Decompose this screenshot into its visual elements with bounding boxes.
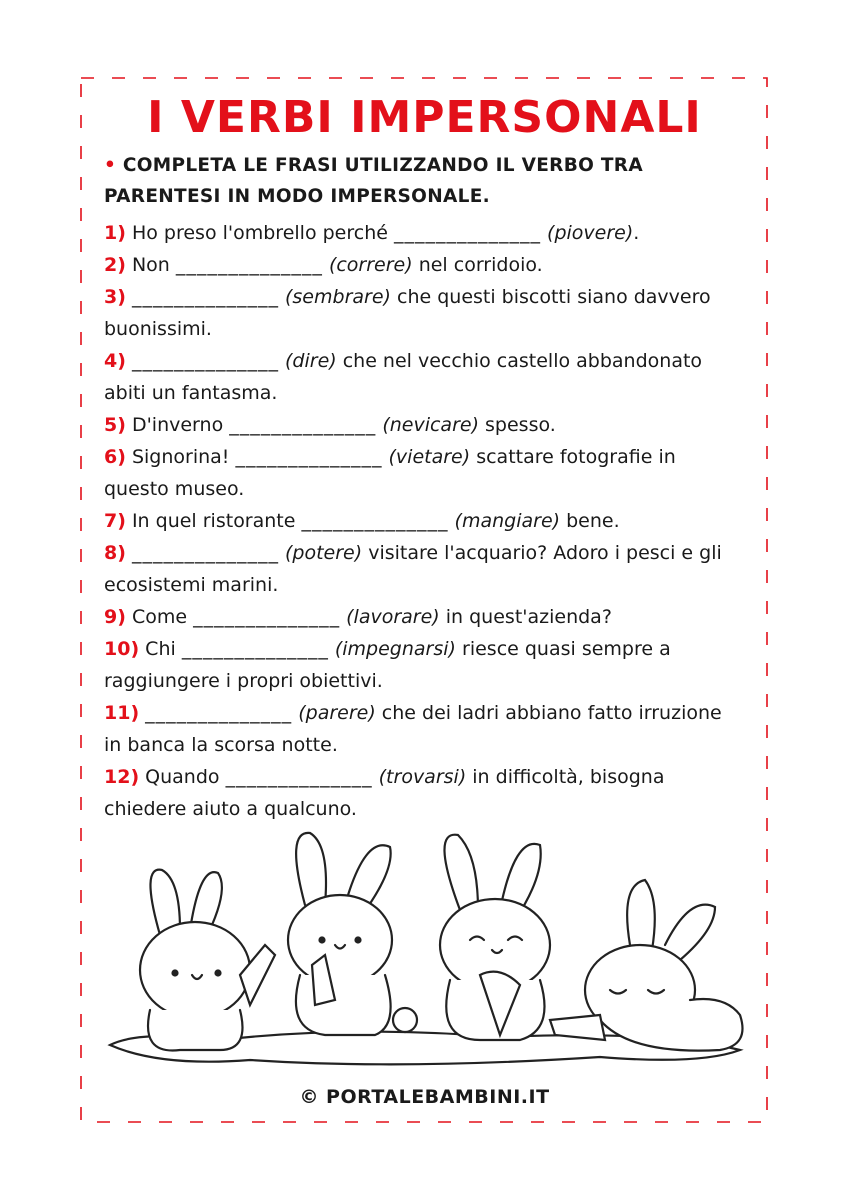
- copyright-footer: © PORTALEBAMBINI.IT: [299, 1086, 550, 1108]
- item-number: 1): [104, 222, 126, 244]
- bunny-4: [548, 878, 744, 1052]
- item-number: 4): [104, 350, 126, 372]
- sentence-end: che dei ladri abbiano fatto irruzione in…: [104, 702, 722, 756]
- answer-blank[interactable]: ______________: [225, 766, 373, 788]
- sentence-start: In quel ristorante: [131, 510, 296, 532]
- verb-hint: (impegnarsi): [334, 638, 456, 660]
- exercise-item: 5) D'inverno ______________ (nevicare) s…: [104, 409, 744, 441]
- sentence-start: Non: [131, 254, 170, 276]
- answer-blank[interactable]: ______________: [175, 254, 323, 276]
- answer-blank[interactable]: ______________: [393, 222, 541, 244]
- item-number: 12): [104, 766, 140, 788]
- sentence-end: spesso.: [485, 414, 556, 436]
- verb-hint: (mangiare): [454, 510, 561, 532]
- exercise-item: 2) Non ______________ (correre) nel corr…: [104, 249, 744, 281]
- bullet: •: [104, 155, 117, 176]
- sentence-start: Signorina!: [131, 446, 230, 468]
- exercise-item: 7) In quel ristorante ______________ (ma…: [104, 505, 744, 537]
- verb-hint: (piovere): [547, 222, 634, 244]
- instruction-text: COMPLETA LE FRASI UTILIZZANDO IL VERBO T…: [104, 155, 643, 207]
- answer-blank[interactable]: ______________: [235, 446, 383, 468]
- exercise-item: 10) Chi ______________ (impegnarsi) ries…: [104, 633, 744, 697]
- sentence-end: in quest'azienda?: [445, 606, 612, 628]
- answer-blank[interactable]: ______________: [181, 638, 329, 660]
- sentence-start: D'inverno: [131, 414, 224, 436]
- item-number: 6): [104, 446, 126, 468]
- answer-blank[interactable]: ______________: [229, 414, 377, 436]
- exercise-item: 9) Come ______________ (lavorare) in que…: [104, 601, 744, 633]
- exercise-item: 8) ______________ (potere) visitare l'ac…: [104, 537, 744, 601]
- exercise-item: 1) Ho preso l'ombrello perché __________…: [104, 217, 744, 249]
- sentence-end: scattare fotografie in questo museo.: [104, 446, 676, 500]
- item-number: 8): [104, 542, 126, 564]
- sentence-end: che questi biscotti siano davvero buonis…: [104, 286, 711, 340]
- sentence-end: che nel vecchio castello abbandonato abi…: [104, 350, 703, 404]
- item-number: 10): [104, 638, 140, 660]
- verb-hint: (lavorare): [346, 606, 440, 628]
- exercise-item: 12) Quando ______________ (trovarsi) in …: [104, 761, 744, 825]
- bunny-1: [138, 868, 277, 1052]
- verb-hint: (parere): [298, 702, 376, 724]
- bunny-3: [438, 833, 552, 1042]
- sentence-start: Come: [131, 606, 188, 628]
- sentence-start: Quando: [145, 766, 220, 788]
- item-number: 9): [104, 606, 126, 628]
- bunny-2: [286, 831, 419, 1037]
- answer-blank[interactable]: ______________: [131, 350, 279, 372]
- item-number: 5): [104, 414, 126, 436]
- answer-blank[interactable]: ______________: [145, 702, 293, 724]
- bunnies-illustration: [107, 831, 744, 1066]
- exercise-list: 1) Ho preso l'ombrello perché __________…: [104, 217, 744, 825]
- answer-blank[interactable]: ______________: [131, 286, 279, 308]
- sentence-start: Ho preso l'ombrello perché: [131, 222, 388, 244]
- sentence-start: Chi: [145, 638, 176, 660]
- answer-blank[interactable]: ______________: [193, 606, 341, 628]
- sentence-end: nel corridoio.: [418, 254, 543, 276]
- verb-hint: (dire): [285, 350, 337, 372]
- sentence-end: visitare l'acquario? Adoro i pesci e gli…: [104, 542, 722, 596]
- verb-hint: (vietare): [388, 446, 471, 468]
- sentence-end: .: [633, 222, 640, 244]
- exercise-item: 11) ______________ (parere) che dei ladr…: [104, 697, 744, 761]
- exercise-item: 6) Signorina! ______________ (vietare) s…: [104, 441, 744, 505]
- sentence-end: riesce quasi sempre a raggiungere i prop…: [104, 638, 671, 692]
- sentence-end: in difficoltà, bisogna chiedere aiuto a …: [104, 766, 665, 820]
- verb-hint: (sembrare): [285, 286, 391, 308]
- item-number: 7): [104, 510, 126, 532]
- instructions: • COMPLETA LE FRASI UTILIZZANDO IL VERBO…: [104, 150, 744, 212]
- item-number: 2): [104, 254, 126, 276]
- item-number: 11): [104, 702, 140, 724]
- exercise-item: 4) ______________ (dire) che nel vecchio…: [104, 345, 744, 409]
- verb-hint: (correre): [328, 254, 413, 276]
- page-title: I VERBI IMPERSONALI: [147, 92, 702, 143]
- exercise-item: 3) ______________ (sembrare) che questi …: [104, 281, 744, 345]
- answer-blank[interactable]: ______________: [131, 542, 279, 564]
- answer-blank[interactable]: ______________: [301, 510, 449, 532]
- sentence-end: bene.: [566, 510, 620, 532]
- item-number: 3): [104, 286, 126, 308]
- verb-hint: (potere): [285, 542, 363, 564]
- verb-hint: (nevicare): [382, 414, 479, 436]
- verb-hint: (trovarsi): [378, 766, 467, 788]
